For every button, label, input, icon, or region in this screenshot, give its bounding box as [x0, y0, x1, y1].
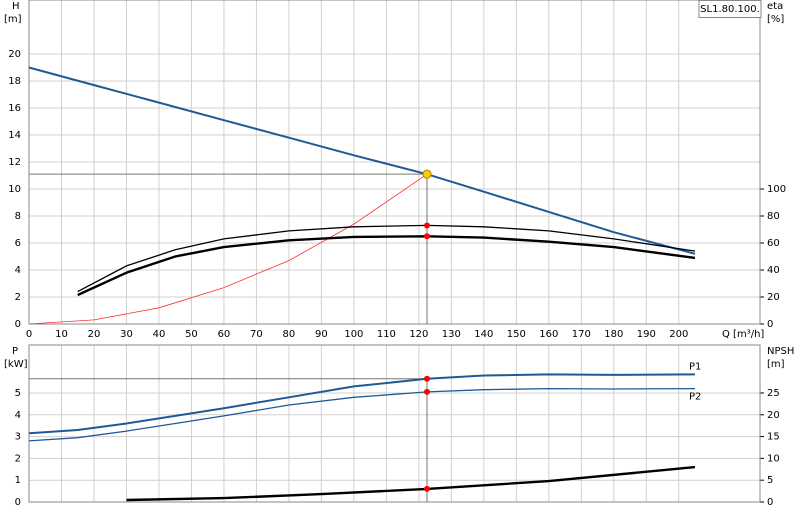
marker [423, 222, 430, 229]
x-tick-label: 100 [344, 329, 363, 340]
y2-tick-label: 0 [767, 497, 773, 508]
y2-tick-label: 20 [767, 410, 780, 421]
plot-frame [28, 0, 761, 325]
series-line [126, 465, 696, 502]
x-tick-label: 120 [409, 329, 428, 340]
plot-frame [28, 344, 761, 503]
y2-tick-label: 15 [767, 432, 780, 443]
x-tick-label: 140 [474, 329, 493, 340]
marker [423, 388, 430, 395]
marker [422, 169, 432, 179]
marker [423, 485, 430, 492]
series-line [28, 387, 696, 442]
y-tick-label: 1 [15, 475, 21, 486]
y2-tick-label: 10 [767, 453, 780, 464]
y2-axis-label: NPSH [767, 346, 794, 357]
x-tick-label: 160 [539, 329, 558, 340]
y2-axis-unit: [%] [767, 14, 784, 25]
x-tick-label: 90 [315, 329, 328, 340]
x-tick-label: 170 [572, 329, 591, 340]
y-axis-unit: [kW] [4, 359, 28, 370]
y-tick-label: 5 [15, 388, 21, 399]
series-label: P1 [689, 361, 701, 372]
y-tick-label: 3 [15, 432, 21, 443]
y2-tick-label: 25 [767, 388, 780, 399]
y2-axis-label: eta [767, 1, 783, 12]
x-tick-label: 0 [26, 329, 32, 340]
x-axis-label: Q [m³/h] [722, 329, 764, 340]
y2-tick-label: 60 [767, 238, 780, 249]
y-tick-label: 20 [8, 49, 21, 60]
y-tick-label: 18 [8, 76, 21, 87]
x-tick-label: 30 [120, 329, 133, 340]
y-tick-label: 4 [15, 410, 21, 421]
x-tick-label: 110 [377, 329, 396, 340]
y2-tick-label: 100 [767, 184, 786, 195]
y-axis-label: H [12, 1, 20, 12]
x-tick-label: 180 [604, 329, 623, 340]
y-tick-label: 14 [8, 130, 21, 141]
y-tick-label: 12 [8, 157, 21, 168]
y2-tick-label: 0 [767, 319, 773, 330]
series-line [28, 66, 696, 255]
series-line [28, 173, 428, 325]
series-line [77, 224, 696, 293]
y-tick-label: 4 [15, 265, 21, 276]
x-tick-label: 20 [88, 329, 101, 340]
x-tick-label: 50 [185, 329, 198, 340]
y2-tick-label: 20 [767, 292, 780, 303]
x-tick-label: 60 [218, 329, 231, 340]
title-box [698, 0, 762, 18]
y-axis-label: P [12, 346, 18, 357]
chart-title: SL1.80.100. [700, 4, 760, 15]
plot-area [29, 345, 760, 502]
x-tick-label: 10 [55, 329, 68, 340]
y-tick-label: 10 [8, 184, 21, 195]
x-tick-label: 150 [507, 329, 526, 340]
y2-tick-label: 40 [767, 265, 780, 276]
marker [423, 375, 430, 382]
y-tick-label: 16 [8, 103, 21, 114]
x-tick-label: 190 [637, 329, 656, 340]
y-tick-label: 2 [15, 292, 21, 303]
y-tick-label: 0 [15, 497, 21, 508]
y2-axis-unit: [m] [767, 359, 785, 370]
x-tick-label: 80 [283, 329, 296, 340]
series-line [77, 235, 696, 297]
series-line [28, 373, 696, 435]
y-axis-unit: [m] [4, 14, 22, 25]
y2-tick-label: 80 [767, 211, 780, 222]
series-label: P2 [689, 392, 701, 403]
y-tick-label: 2 [15, 453, 21, 464]
x-tick-label: 200 [669, 329, 688, 340]
y-tick-label: 6 [15, 238, 21, 249]
x-tick-label: 70 [250, 329, 263, 340]
x-tick-label: 40 [153, 329, 166, 340]
marker [423, 233, 430, 240]
y2-tick-label: 5 [767, 475, 773, 486]
y-tick-label: 0 [15, 319, 21, 330]
y-tick-label: 8 [15, 211, 21, 222]
x-tick-label: 130 [442, 329, 461, 340]
